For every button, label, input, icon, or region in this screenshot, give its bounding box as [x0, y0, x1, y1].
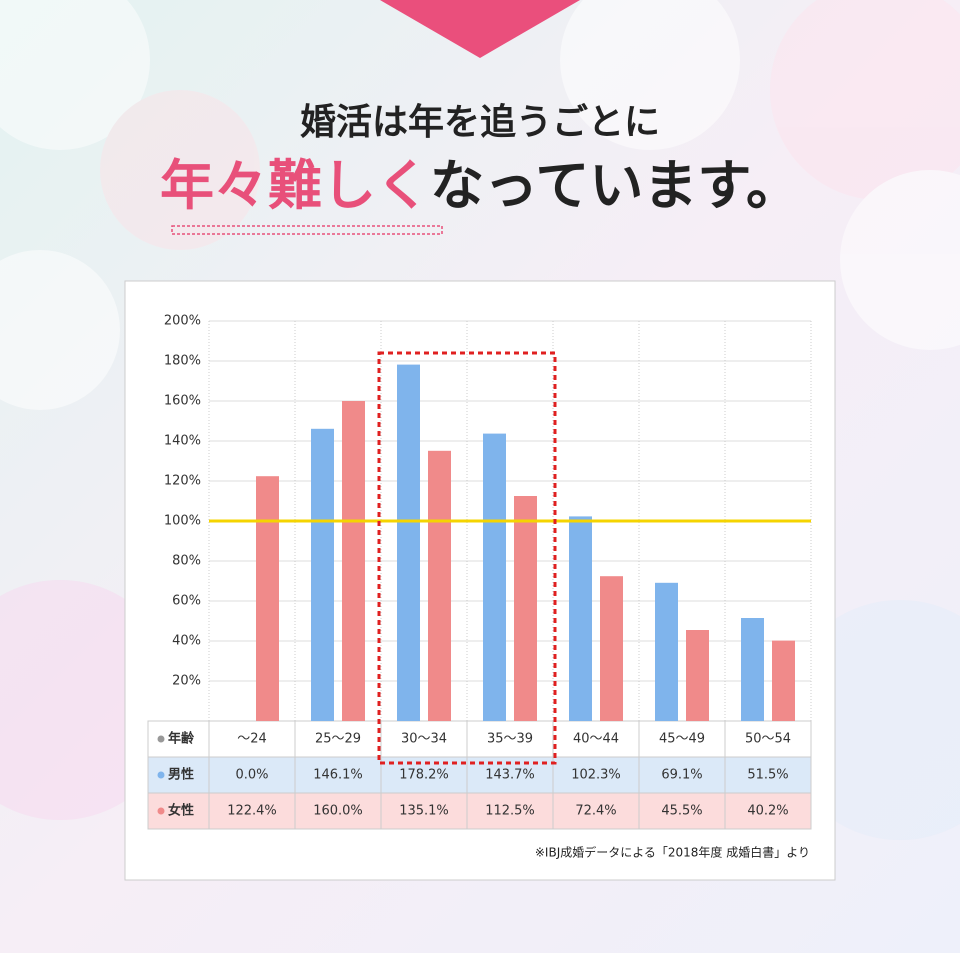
row-dot	[157, 735, 165, 743]
bar	[428, 450, 451, 721]
row-header: 女性	[168, 803, 194, 819]
y-tick-label: 80%	[172, 554, 201, 569]
y-tick-label: 20%	[172, 674, 201, 689]
bar	[569, 516, 592, 721]
bar	[600, 576, 623, 721]
bar	[514, 496, 537, 721]
value-label: 40.2%	[747, 804, 788, 819]
title: 婚活は年を追うごとに	[300, 101, 660, 143]
row-dot	[157, 771, 165, 779]
subtitle-emphasis: 年々難しく	[160, 153, 430, 217]
y-tick-label: 200%	[164, 314, 201, 329]
y-tick-label: 180%	[164, 354, 201, 369]
bar	[342, 401, 365, 721]
y-tick-label: 120%	[164, 474, 201, 489]
y-tick-label: 60%	[172, 594, 201, 609]
value-label: 51.5%	[747, 768, 788, 783]
top-triangle	[380, 0, 580, 58]
subtitle: 年々難しくなっています。	[160, 153, 800, 217]
value-label: 122.4%	[227, 804, 277, 819]
table-row	[147, 720, 812, 758]
value-label: 178.2%	[399, 768, 449, 783]
row-header: 年齢	[168, 731, 195, 747]
row-dot	[157, 807, 165, 815]
source-note: ※IBJ成婚データによる「2018年度 成婚白書」より	[535, 845, 810, 860]
y-tick-label: 100%	[164, 514, 201, 529]
row-header: 男性	[168, 767, 194, 783]
value-label: 45.5%	[661, 804, 702, 819]
value-label: 160.0%	[313, 804, 363, 819]
highlight-box	[377, 351, 557, 765]
value-label: 69.1%	[661, 768, 702, 783]
subtitle-rest: なっています。	[430, 153, 800, 217]
bar	[397, 364, 420, 721]
table-row	[147, 792, 812, 830]
bar	[741, 618, 764, 721]
bar	[686, 630, 709, 721]
value-label: 143.7%	[485, 768, 535, 783]
value-label: 112.5%	[485, 804, 535, 819]
y-tick-label: 160%	[164, 394, 201, 409]
x-tick-label: 30〜34	[401, 732, 447, 747]
x-tick-label: 50〜54	[745, 732, 791, 747]
x-tick-label: 40〜44	[573, 732, 619, 747]
x-tick-label: 25〜29	[315, 732, 361, 747]
value-label: 102.3%	[571, 768, 621, 783]
emphasis-underline	[171, 225, 443, 235]
x-tick-label: 〜24	[237, 732, 267, 747]
value-label: 0.0%	[235, 768, 268, 783]
bar	[256, 476, 279, 721]
bar	[311, 428, 334, 721]
y-tick-label: 40%	[172, 634, 201, 649]
bar	[772, 640, 795, 721]
value-label: 135.1%	[399, 804, 449, 819]
bar	[655, 582, 678, 721]
x-tick-label: 35〜39	[487, 732, 533, 747]
y-tick-label: 140%	[164, 434, 201, 449]
value-label: 72.4%	[575, 804, 616, 819]
value-label: 146.1%	[313, 768, 363, 783]
bar	[483, 433, 506, 721]
x-tick-label: 45〜49	[659, 732, 705, 747]
